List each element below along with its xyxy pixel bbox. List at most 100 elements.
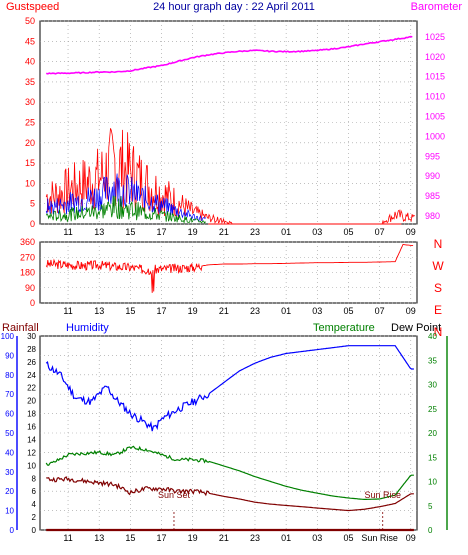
x-tick-label: 17 [157,306,167,316]
temperature-tick-label: 35 [428,356,437,365]
y-left-tick-label: 40 [25,57,35,67]
y-right-tick-label: 995 [425,151,440,161]
x-tick-label: 15 [125,306,135,316]
y-right-tick-label: 990 [425,171,440,181]
y-right-tick-label: 1020 [425,52,445,62]
x-tick-label: Sun Rise [361,533,398,543]
dew-point-tick-label: 18 [27,410,36,419]
y-left-tick-label: 270 [20,252,35,262]
temperature-tick-label: 5 [428,502,433,511]
x-tick-label: 09 [406,227,416,237]
dew-point-tick-label: 6 [32,487,37,496]
x-tick-label: 13 [94,533,104,543]
y-right-tick-label: 1005 [425,112,445,122]
x-tick-label: 11 [63,227,72,237]
humidity-tick-label: 40 [5,448,14,457]
x-tick-label: 19 [188,306,198,316]
y-right-tick-label: 985 [425,191,440,201]
temperature-tick-label: 40 [428,332,437,341]
dew-point-tick-label: 28 [27,345,36,354]
x-tick-label: 19 [188,227,198,237]
x-tick-label: 23 [250,533,260,543]
dew-point-tick-label: 8 [32,474,37,483]
y-left-tick-label: 10 [25,178,35,188]
y-left-tick-label: 90 [25,283,35,293]
humidity-tick-label: 80 [5,371,14,380]
temperature-tick-label: 30 [428,381,437,390]
x-tick-label: 01 [281,533,291,543]
dew-point-label: Dew Point [391,322,441,334]
x-tick-label: 21 [219,306,229,316]
y-right-tick-label: 1000 [425,131,445,141]
x-tick-label: 05 [343,227,353,237]
humidity-tick-label: 100 [1,332,15,341]
rainfall-label: Rainfall [2,322,39,334]
dew-point-tick-label: 4 [32,500,37,509]
dew-point-tick-label: 0 [32,526,37,535]
x-tick-label: 11 [63,306,72,316]
x-tick-label: 13 [94,227,104,237]
humidity-series-line [45,345,414,432]
x-tick-label: 23 [250,306,260,316]
x-tick-label: 07 [375,306,385,316]
x-tick-label: 15 [125,227,135,237]
compass-direction-label: N [434,325,443,339]
x-tick-label: 21 [219,533,229,543]
dew-point-series-line [46,476,414,512]
y-left-tick-label: 0 [30,219,35,229]
x-tick-label: 09 [406,306,416,316]
humidity-label: Humidity [66,322,109,334]
dew-point-tick-label: 14 [27,435,36,444]
temperature-tick-label: 10 [428,478,437,487]
temperature-series-line [45,445,414,500]
y-left-tick-label: 35 [25,77,35,87]
x-tick-label: 17 [157,227,167,237]
temperature-tick-label: 25 [428,405,437,414]
y-left-tick-label: 30 [25,97,35,107]
dew-point-tick-label: 22 [27,384,36,393]
wind-direction-series-line [45,244,414,293]
y-left-tick-label: 50 [25,16,35,26]
temperature-tick-label: 0 [428,526,433,535]
y-right-tick-label: 1010 [425,92,445,102]
x-tick-label: 01 [281,227,291,237]
y-left-tick-label: 360 [20,237,35,247]
x-tick-label: 23 [250,227,260,237]
x-tick-label: 09 [406,533,416,543]
compass-direction-label: W [432,259,444,273]
x-tick-label: 13 [94,306,104,316]
x-tick-label: 03 [312,227,322,237]
graph-title: 24 hour graph day : 22 April 2011 [153,1,315,13]
x-tick-label: 05 [343,306,353,316]
temperature-label: Temperature [313,322,375,334]
humidity-tick-label: 20 [5,487,14,496]
y-right-tick-label: 1015 [425,72,445,82]
x-tick-label: 01 [281,306,291,316]
barometer-label: Barometer [411,1,463,13]
y-right-tick-label: 980 [425,211,440,221]
humidity-tick-label: 90 [5,351,14,360]
x-tick-label: 19 [188,533,198,543]
humidity-tick-label: 30 [5,468,14,477]
y-right-tick-label: 1025 [425,32,445,42]
humidity-tick-label: 60 [5,410,14,419]
x-tick-label: 11 [63,533,72,543]
sun-event-label: Sun Set [158,490,191,500]
x-tick-label: 21 [219,227,229,237]
windspeed-series-line [45,173,207,222]
x-tick-label: 03 [312,306,322,316]
gustspeed-label: Gustspeed [6,1,59,13]
dew-point-tick-label: 24 [27,371,36,380]
dew-point-tick-label: 12 [27,448,36,457]
y-left-tick-label: 15 [25,158,35,168]
x-tick-label: 17 [157,533,167,543]
compass-direction-label: S [434,281,442,295]
dew-point-tick-label: 26 [27,358,36,367]
windspeed-low-series-line [45,195,207,225]
barometer-series-line [46,35,413,75]
dew-point-tick-label: 10 [27,461,36,470]
dew-point-tick-label: 2 [32,513,37,522]
temperature-tick-label: 20 [428,429,437,438]
compass-direction-label: E [434,303,442,317]
